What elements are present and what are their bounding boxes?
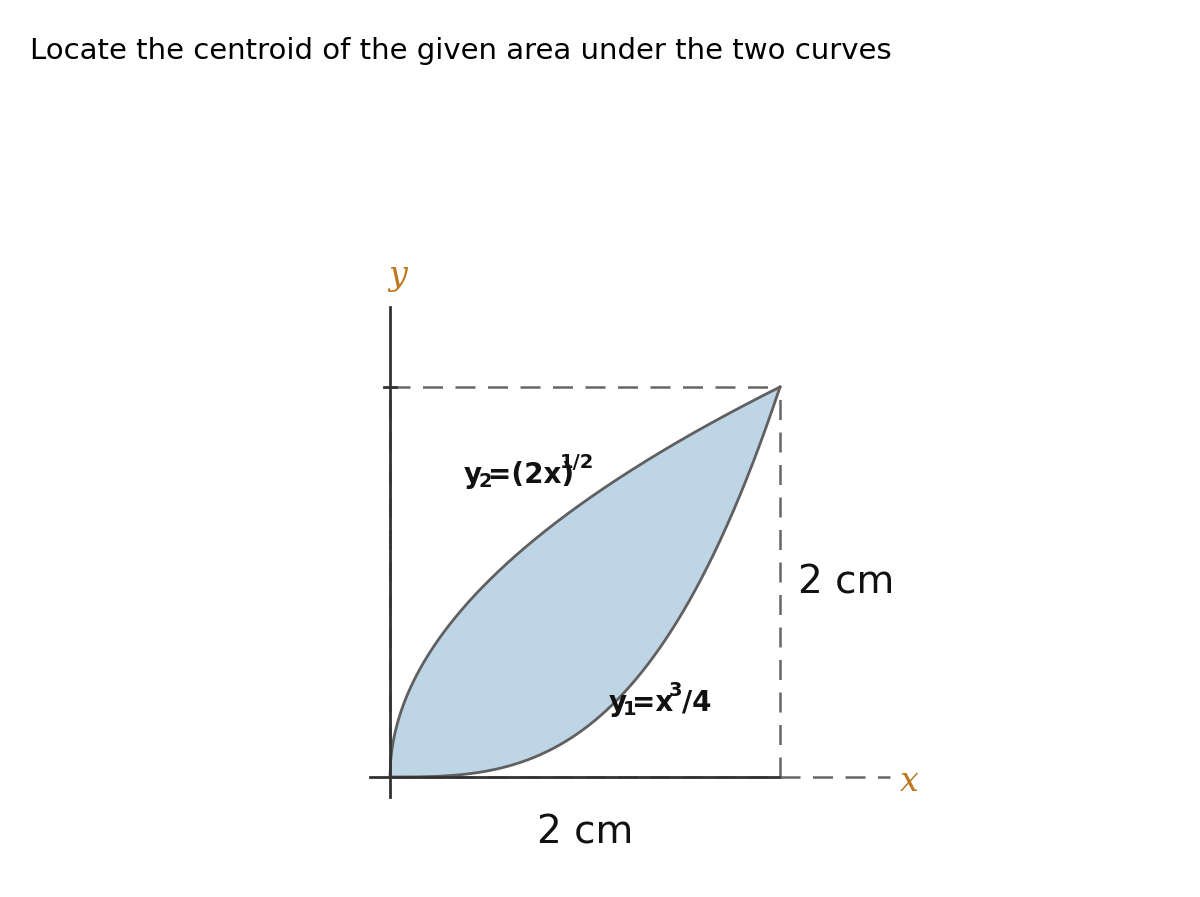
Text: Locate the centroid of the given area under the two curves: Locate the centroid of the given area un…	[30, 37, 892, 65]
Text: x: x	[900, 766, 919, 798]
Text: 2 cm: 2 cm	[798, 563, 894, 601]
Text: 2: 2	[478, 472, 492, 492]
Text: =(2x): =(2x)	[488, 461, 575, 489]
Polygon shape	[390, 387, 780, 777]
Text: =x: =x	[632, 689, 673, 717]
Text: 1: 1	[623, 701, 636, 719]
Text: 3: 3	[668, 682, 682, 701]
Text: y: y	[464, 461, 482, 489]
Text: 2 cm: 2 cm	[536, 813, 634, 851]
Text: y: y	[608, 689, 626, 717]
Text: 1/2: 1/2	[560, 453, 594, 472]
Text: y: y	[389, 260, 408, 292]
Text: /4: /4	[683, 689, 712, 717]
